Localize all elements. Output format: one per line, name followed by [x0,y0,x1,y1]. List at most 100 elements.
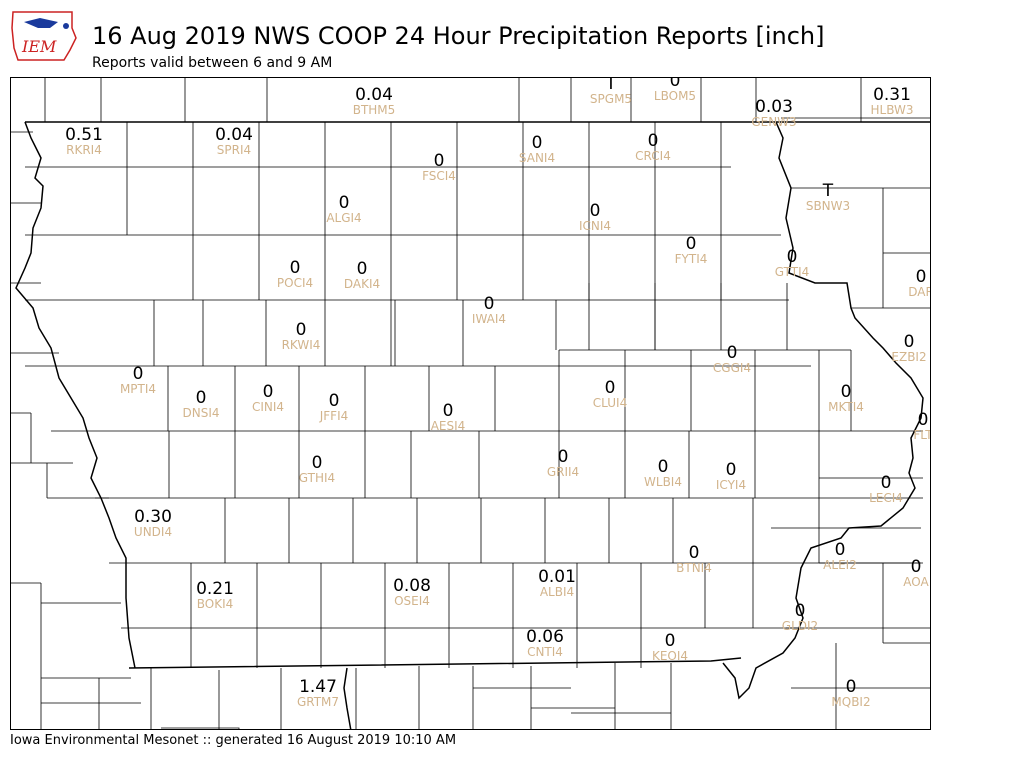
station-cnti4: 0.06 CNTI4 [526,628,564,659]
precip-value: 0 [910,557,922,577]
precip-value: 0 [311,453,323,473]
station-keoi4: 0 KEOI4 [652,632,688,663]
station-id: SANI4 [518,151,556,165]
station-algi4: 0 ALGI4 [326,194,361,225]
station-aoa: 0 AOA [903,558,928,589]
station-id: HLBW3 [870,103,914,117]
station-id: LECI4 [869,491,903,505]
station-dar: 0DAR [908,267,930,299]
precip-value: 0.51 [65,125,103,145]
precip-value: 0 [664,631,676,651]
precip-value: 0 [604,378,616,398]
station-id: SBNW3 [805,199,851,213]
precip-value: 0.03 [755,97,793,117]
precipitation-map: 0.04 BTHM5 T SPGM5 0 LBOM5 0.03 GENW3 0.31 HLBW3 0… [10,77,931,730]
station-mpti4: 0 MPTI4 [120,365,156,396]
precip-value: 0.04 [215,125,253,145]
station-id: GTHI4 [298,471,336,485]
station-id: WLBI4 [644,475,682,489]
precip-value: 0 [356,259,368,279]
precip-value: 0 [295,320,307,340]
station-id: LBOM5 [653,89,697,103]
station-ezbi2: 0 EZBI2 [891,333,926,364]
station-id: EZBI2 [891,350,927,364]
station-id: CGGI4 [712,361,752,375]
station-rkri4: 0.51 RKRI4 [65,126,103,157]
station-jffi4: 0 JFFI4 [320,392,349,423]
precip-value: 0.21 [196,579,234,599]
station-sani4: 0 SANI4 [519,134,555,165]
iem-logo: IEM [10,8,78,64]
precip-value: 0 [840,382,852,402]
station-id: GRTM7 [296,695,340,709]
station-daki4: 0 DAKI4 [344,260,380,291]
precip-value: 0.31 [873,85,911,105]
precip-value: 0 [786,247,798,267]
precip-value: 0 [915,267,927,287]
station-id: ALEI2 [823,558,857,572]
precip-value: 0 [669,77,681,91]
station-btni4: 0 BTNI4 [676,544,712,575]
station-mkti4: 0 MKTI4 [828,383,864,414]
station-id: AESI4 [430,419,466,433]
station-id: GENW3 [751,115,797,129]
station-id: FSCI4 [422,169,456,183]
precip-value: T [605,77,617,94]
station-id: BTNI4 [676,561,712,575]
precip-value: 0 [903,332,915,352]
station-gthi4: 0 GTHI4 [299,454,335,485]
precip-value: 0 [132,364,144,384]
precip-value: 0 [794,601,806,621]
precip-value: 0 [557,447,569,467]
station-grtm7: 1.47 GRTM7 [297,678,339,709]
station-id: FLT [913,428,931,442]
station-osei4: 0.08 OSEI4 [393,577,431,608]
station-id: DNSI4 [182,406,220,420]
station-id: ALBI4 [539,585,575,599]
precip-value: 0 [338,193,350,213]
station-id: MQBI2 [831,695,871,709]
station-id: RKWI4 [281,338,321,352]
station-sbnw3: T SBNW3 [806,182,850,213]
station-id: IWAI4 [471,312,507,326]
station-id: MPTI4 [119,382,157,396]
station-id: SPGM5 [589,92,633,106]
station-cini4: 0 CINI4 [252,383,284,414]
station-cggi4: 0 CGGI4 [713,344,751,375]
precip-value: 0 [845,677,857,697]
precip-value: 0 [688,543,700,563]
station-id: ALGI4 [326,211,362,225]
station-fyti4: 0 FYTI4 [675,235,708,266]
station-gtti4: 0 GTTI4 [775,248,810,279]
station-gldi2: 0 GLDI2 [782,602,818,633]
station-id: CLUI4 [592,396,628,410]
precip-value: 0 [483,294,495,314]
station-id: CINI4 [251,400,285,414]
station-spri4: 0.04 SPRI4 [215,126,253,157]
precip-value: 0 [647,131,659,151]
station-wlbi4: 0 WLBI4 [644,458,682,489]
station-albi4: 0.01 ALBI4 [538,568,576,599]
station-bthm5: 0.04 BTHM5 [353,86,396,117]
station-alei2: 0 ALEI2 [823,541,857,572]
station-spgm5: T SPGM5 [589,77,633,106]
station-fsci4: 0 FSCI4 [422,152,456,183]
station-icni4: 0 ICNI4 [579,202,611,233]
station-id: ICYI4 [715,478,747,492]
precip-value: 0.30 [134,507,172,527]
station-undi4: 0.30 UNDI4 [134,508,172,539]
precip-value: 0 [195,388,207,408]
station-crci4: 0 CRCI4 [635,132,671,163]
precip-value: 0 [657,457,669,477]
station-id: SPRI4 [216,143,252,157]
station-lbom5: 0 LBOM5 [653,77,697,103]
station-clui4: 0 CLUI4 [593,379,627,410]
station-id: BOKI4 [196,597,234,611]
station-poci4: 0 POCI4 [277,259,313,290]
footer-credit: Iowa Environmental Mesonet :: generated … [10,733,457,748]
station-leci4: 0 LECI4 [869,474,903,505]
precip-value: 0.08 [393,576,431,596]
precip-value: 0 [531,133,543,153]
station-mqbi2: 0 MQBI2 [831,678,870,709]
station-id: POCI4 [276,276,314,290]
